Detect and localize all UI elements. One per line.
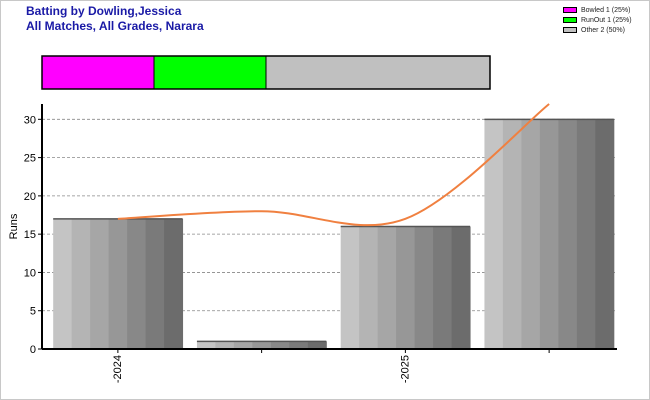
bar-stripe	[215, 341, 235, 349]
bar-stripe	[71, 218, 91, 349]
bar-2	[196, 340, 327, 349]
legend-item-bowled: Bowled 1 (25%)	[563, 5, 632, 15]
bar-stripe	[396, 226, 416, 349]
chart-title: Batting by Dowling,Jessica	[26, 4, 182, 18]
legend-label-runout: RunOut 1 (25%)	[581, 16, 632, 24]
bar-stripe	[252, 341, 272, 349]
bar-1	[53, 218, 184, 349]
bar-stripe	[307, 341, 327, 349]
dismissal-segment-bowled	[41, 55, 155, 90]
y-tick-label: 30	[24, 114, 36, 126]
chart-subtitle: All Matches, All Grades, Narara	[26, 19, 204, 33]
legend-item-runout: RunOut 1 (25%)	[563, 15, 632, 25]
bar-stripe	[576, 119, 596, 349]
x-tick-label-2025: -2025	[399, 355, 411, 383]
bar-stripe	[433, 226, 453, 349]
bar-stripe	[53, 218, 73, 349]
dismissal-bar-outline	[41, 55, 491, 90]
x-tick-label-2024: -2024	[112, 355, 124, 383]
legend-item-other: Other 2 (50%)	[563, 25, 632, 35]
bar-stripe	[359, 226, 379, 349]
bar-stripe	[127, 218, 147, 349]
legend-swatch-runout	[563, 17, 577, 23]
bar-stripe	[340, 226, 360, 349]
dismissal-segment-runout	[153, 55, 267, 90]
y-axis-label: Runs	[8, 213, 20, 239]
y-tick-label: 15	[24, 229, 36, 241]
bar-stripe	[521, 119, 541, 349]
bar-stripe	[414, 226, 434, 349]
bar-3	[340, 225, 471, 349]
y-tick-label: 0	[30, 344, 36, 356]
bar-stripe	[270, 341, 290, 349]
y-tick-label: 10	[24, 267, 36, 279]
dismissal-segment-other	[265, 55, 491, 90]
bar-stripe	[289, 341, 309, 349]
bar-stripe	[90, 218, 110, 349]
legend-label-bowled: Bowled 1 (25%)	[581, 6, 631, 14]
bar-stripe	[558, 119, 578, 349]
bar-4	[484, 118, 615, 349]
bar-stripe	[164, 218, 184, 349]
bar-stripe	[233, 341, 253, 349]
bar-stripe	[595, 119, 615, 349]
y-tick-label: 25	[24, 153, 36, 165]
bar-stripe	[451, 226, 471, 349]
y-tick-label: 5	[30, 306, 36, 318]
legend-swatch-other	[563, 27, 577, 33]
legend: Bowled 1 (25%) RunOut 1 (25%) Other 2 (5…	[563, 5, 632, 35]
trend-line	[117, 103, 550, 227]
y-tick-label: 20	[24, 191, 36, 203]
bar-stripe	[145, 218, 165, 349]
bar-stripe	[502, 119, 522, 349]
bar-stripe	[484, 119, 504, 349]
bar-stripe	[539, 119, 559, 349]
legend-swatch-bowled	[563, 7, 577, 13]
bar-stripe	[377, 226, 397, 349]
bar-stripe	[196, 341, 216, 349]
legend-label-other: Other 2 (50%)	[581, 26, 625, 34]
bar-stripe	[108, 218, 128, 349]
